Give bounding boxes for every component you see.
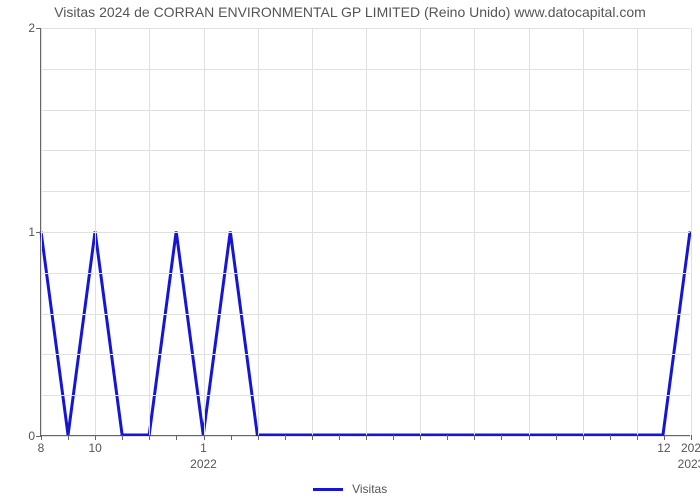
xtick-mark: [447, 435, 448, 440]
xtick-mark: [258, 435, 259, 440]
xtick-mark: [583, 435, 584, 440]
xtick-mark: [664, 435, 665, 440]
xtick-mark: [529, 435, 530, 440]
xtick-mark: [610, 435, 611, 440]
gridline-vertical: [312, 28, 313, 435]
xtick-mark: [204, 435, 205, 440]
chart-title: Visitas 2024 de CORRAN ENVIRONMENTAL GP …: [0, 0, 700, 24]
xtick-mark: [122, 435, 123, 440]
xtick-mark: [691, 435, 692, 440]
xtick-mark: [312, 435, 313, 440]
xtick-mark: [420, 435, 421, 440]
xtick-mark: [68, 435, 69, 440]
legend-swatch: [313, 488, 343, 491]
gridline-vertical: [420, 28, 421, 435]
xtick-label: 12: [657, 441, 670, 455]
xtick-label: 1: [200, 441, 207, 455]
xtick-label: 8: [38, 441, 45, 455]
legend-label: Visitas: [352, 482, 387, 496]
plot-area: 01281011220220222023: [40, 28, 690, 436]
xtick-label: 10: [88, 441, 101, 455]
xtick-mark: [176, 435, 177, 440]
gridline-vertical: [529, 28, 530, 435]
x-year-label: 2022: [190, 457, 217, 471]
gridline-vertical: [149, 28, 150, 435]
ytick-label: 2: [28, 21, 35, 35]
gridline-vertical: [204, 28, 205, 435]
xtick-mark: [149, 435, 150, 440]
xtick-mark: [501, 435, 502, 440]
xtick-mark: [556, 435, 557, 440]
gridline-vertical: [95, 28, 96, 435]
gridline-vertical: [366, 28, 367, 435]
chart-container: Visitas 2024 de CORRAN ENVIRONMENTAL GP …: [0, 0, 700, 500]
xtick-mark: [95, 435, 96, 440]
xtick-mark: [366, 435, 367, 440]
gridline-vertical: [41, 28, 42, 435]
xtick-mark: [393, 435, 394, 440]
xtick-mark: [41, 435, 42, 440]
gridline-vertical: [637, 28, 638, 435]
ytick-label: 0: [28, 429, 35, 443]
xtick-mark: [231, 435, 232, 440]
xtick-mark: [637, 435, 638, 440]
xtick-label: 202: [681, 441, 700, 455]
gridline-vertical: [258, 28, 259, 435]
xtick-mark: [285, 435, 286, 440]
gridline-vertical: [691, 28, 692, 435]
xtick-mark: [474, 435, 475, 440]
x-year-label: 2023: [678, 457, 700, 471]
legend: Visitas: [0, 481, 700, 496]
ytick-label: 1: [28, 225, 35, 239]
xtick-mark: [339, 435, 340, 440]
gridline-vertical: [474, 28, 475, 435]
gridline-vertical: [583, 28, 584, 435]
